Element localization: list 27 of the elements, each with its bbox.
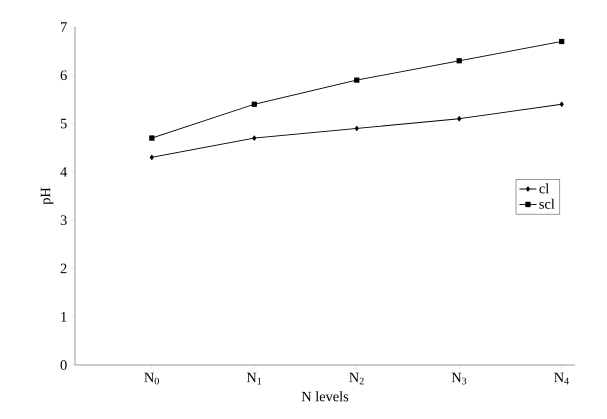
x-tick-label: N$_{2}$	[349, 372, 364, 384]
y-tick-label: 4	[60, 167, 68, 177]
y-tick-label: 5	[60, 118, 67, 128]
y-tick-label: 7	[61, 22, 67, 32]
x-axis-title: N levels	[302, 391, 348, 402]
point	[354, 77, 360, 83]
point	[150, 154, 154, 160]
point	[149, 135, 154, 141]
y-tick-label: 2	[60, 264, 66, 274]
x-tick-label: N$_{4}$	[554, 372, 569, 384]
y-axis-title: pH	[40, 188, 54, 205]
point	[456, 58, 462, 64]
legend-label: cl	[539, 183, 549, 194]
y-tick-label: 1	[61, 312, 66, 322]
x-tick-label: N$_{0}$	[144, 372, 159, 384]
y-tick-label: 3	[60, 215, 67, 225]
point	[559, 38, 564, 44]
point	[252, 102, 257, 107]
y-tick-label: 0	[60, 360, 67, 370]
y-tick-label: 6	[60, 70, 67, 80]
point	[354, 126, 359, 132]
point	[457, 116, 462, 122]
point	[560, 102, 564, 107]
point	[252, 135, 256, 141]
legend-label: scl	[539, 198, 555, 209]
x-tick-label: N$_{3}$	[452, 372, 466, 384]
x-tick-label: N$_{1}$	[246, 372, 262, 384]
